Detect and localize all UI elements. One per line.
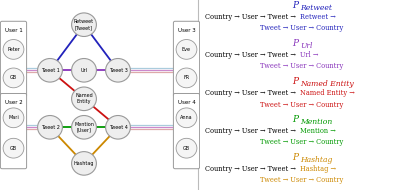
- Circle shape: [176, 40, 197, 59]
- Text: Retweet
[Tweet]: Retweet [Tweet]: [74, 19, 94, 30]
- Text: Hashtag: Hashtag: [300, 156, 332, 164]
- Text: Url: Url: [80, 68, 88, 73]
- Text: GB: GB: [183, 146, 190, 151]
- Circle shape: [3, 40, 24, 59]
- Text: Tweet 2: Tweet 2: [40, 125, 60, 130]
- Text: Url →: Url →: [300, 51, 318, 59]
- Text: P: P: [292, 153, 298, 162]
- Text: Retweet →: Retweet →: [300, 13, 336, 21]
- Circle shape: [106, 116, 130, 139]
- FancyBboxPatch shape: [174, 93, 200, 169]
- Text: Tweet 3: Tweet 3: [108, 68, 128, 73]
- Text: Country → User → Tweet →: Country → User → Tweet →: [205, 127, 298, 135]
- Circle shape: [3, 138, 24, 158]
- Text: P: P: [292, 115, 298, 124]
- Text: Country → User → Tweet →: Country → User → Tweet →: [205, 89, 298, 97]
- Circle shape: [72, 116, 96, 139]
- Text: Country → User → Tweet →: Country → User → Tweet →: [205, 165, 298, 173]
- Text: Tweet 4: Tweet 4: [108, 125, 128, 130]
- Text: Hashtag: Hashtag: [74, 161, 94, 166]
- Text: Mention: Mention: [300, 118, 332, 126]
- Text: User 2: User 2: [5, 100, 22, 105]
- Circle shape: [176, 138, 197, 158]
- Circle shape: [38, 59, 62, 82]
- Text: P: P: [292, 1, 298, 10]
- Circle shape: [3, 68, 24, 88]
- Text: Tweet → User → Country: Tweet → User → Country: [260, 177, 344, 184]
- Text: Tweet → User → Country: Tweet → User → Country: [260, 63, 344, 70]
- Circle shape: [106, 59, 130, 82]
- Text: Eve: Eve: [182, 47, 191, 52]
- Text: FR: FR: [184, 75, 190, 80]
- Text: Peter: Peter: [7, 47, 20, 52]
- Text: Tweet 1: Tweet 1: [40, 68, 60, 73]
- Text: Url: Url: [300, 42, 312, 50]
- Circle shape: [38, 116, 62, 139]
- Circle shape: [72, 87, 96, 111]
- Text: P: P: [292, 77, 298, 86]
- Text: Named Entity: Named Entity: [300, 80, 354, 88]
- Text: Hashtag →: Hashtag →: [300, 165, 336, 173]
- Circle shape: [72, 152, 96, 175]
- Text: P: P: [292, 39, 298, 48]
- Text: Named Entity →: Named Entity →: [300, 89, 355, 97]
- Text: GB: GB: [10, 146, 17, 151]
- FancyBboxPatch shape: [0, 93, 26, 169]
- Text: Country → User → Tweet →: Country → User → Tweet →: [205, 51, 298, 59]
- Circle shape: [3, 108, 24, 128]
- Text: Mention →: Mention →: [300, 127, 336, 135]
- Text: User 3: User 3: [178, 28, 195, 32]
- FancyBboxPatch shape: [174, 21, 200, 97]
- Text: Anna: Anna: [180, 115, 193, 120]
- Text: User 4: User 4: [178, 100, 195, 105]
- Circle shape: [72, 13, 96, 36]
- Text: Tweet → User → Country: Tweet → User → Country: [260, 25, 344, 32]
- Text: Tweet → User → Country: Tweet → User → Country: [260, 101, 344, 108]
- Text: Tweet → User → Country: Tweet → User → Country: [260, 139, 344, 146]
- Text: Retweet: Retweet: [300, 4, 332, 12]
- Circle shape: [72, 59, 96, 82]
- Text: Mari: Mari: [8, 115, 19, 120]
- Text: GB: GB: [10, 75, 17, 80]
- Text: User 1: User 1: [5, 28, 22, 32]
- Circle shape: [176, 68, 197, 88]
- FancyBboxPatch shape: [0, 21, 26, 97]
- Text: Named
Entity: Named Entity: [75, 93, 93, 104]
- Circle shape: [176, 108, 197, 128]
- Text: Country → User → Tweet →: Country → User → Tweet →: [205, 13, 298, 21]
- Text: Mention
[User]: Mention [User]: [74, 122, 94, 133]
